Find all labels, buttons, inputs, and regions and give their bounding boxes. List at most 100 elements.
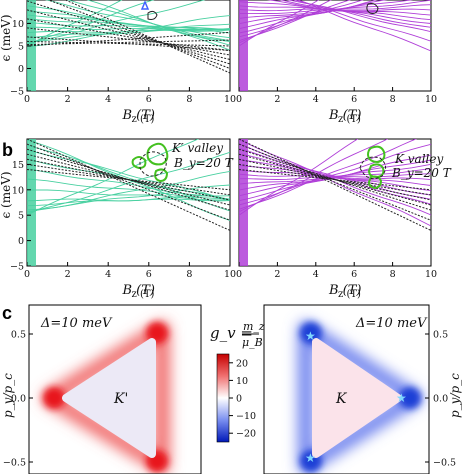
- y-tick-label: 0: [18, 64, 24, 75]
- level-line: [27, 178, 230, 200]
- dense-band: [239, 0, 248, 91]
- fan-group: [239, 139, 431, 266]
- fan-lines: [27, 0, 230, 91]
- field-label: B_y=20 T: [173, 156, 234, 170]
- heatmap-left: Δ=10 meV K' 0.5 0.0 −0.5 p_y/p_c: [1, 304, 202, 474]
- heatmap-interior: [62, 338, 156, 458]
- colorbar-label: g_v =: [210, 324, 253, 342]
- panel-label-b: b: [2, 140, 13, 160]
- dashed-level-line: [239, 139, 431, 231]
- x-tick-label: 4: [105, 269, 111, 280]
- dashed-level-line: [27, 18, 230, 56]
- y-tick-label: 0.5: [11, 330, 26, 341]
- heatmap-interior: [312, 338, 402, 458]
- level-line: [266, 0, 431, 24]
- panel-a-right: [238, 0, 432, 92]
- colorbar-label-num: m_z: [243, 320, 265, 333]
- dashed-level-line: [239, 143, 431, 221]
- colorbar-tick-label: 20: [236, 358, 248, 369]
- x-tick-label: 10: [224, 269, 236, 280]
- level-line: [27, 28, 230, 39]
- x-tick-label: 6: [146, 269, 152, 280]
- panel-a-left: [26, 0, 231, 92]
- x-tick-label: 10: [224, 94, 236, 105]
- y-tick-label: 5: [18, 41, 24, 52]
- heatmap-right: ★ ★ ★ Δ=10 meV K 0.5 0.0 −0.5 p_y/p_c: [263, 304, 462, 474]
- y-axis-label: ϵ (meV): [0, 171, 13, 218]
- level-line: [27, 168, 230, 200]
- level-line: [239, 143, 431, 206]
- y-tick-label: 0.0: [11, 394, 26, 405]
- level-line: [27, 144, 230, 212]
- fan-lines: [239, 0, 431, 91]
- level-line: [27, 10, 230, 39]
- fan-group: [27, 0, 230, 91]
- heatmap-glow: [42, 321, 170, 474]
- inset-contour: [366, 3, 379, 14]
- x-tick-label: 6: [351, 269, 357, 280]
- svg-text:★: ★: [305, 451, 316, 465]
- fan-lines: [27, 139, 230, 266]
- star-marker-icon: ★ ★ ★: [305, 329, 407, 465]
- x-tick-label: 2: [65, 269, 71, 280]
- x-tick-label: 10: [425, 269, 437, 280]
- panel-b-left: K′ valley B_y=20 T: [26, 138, 234, 267]
- fan-group: [239, 0, 431, 91]
- y-tick-label: −0.5: [433, 458, 456, 469]
- level-line: [287, 0, 431, 33]
- x-axis-label-sub: z (T): [132, 114, 155, 125]
- level-line: [239, 1, 431, 21]
- plot-frame: [263, 304, 430, 474]
- dashed-level-line: [27, 148, 230, 211]
- dashed-level-line: [27, 39, 230, 46]
- colorbar-tick-label: −10: [236, 411, 256, 422]
- dashed-level-line: [239, 163, 431, 196]
- heatmap-glow: [298, 321, 422, 474]
- x-tick-label: 2: [65, 94, 71, 105]
- x-tick-label: 6: [351, 94, 357, 105]
- valley-label: K′ valley: [171, 141, 223, 155]
- y-axis-label: ϵ (meV): [0, 14, 13, 61]
- dashed-level-line: [27, 139, 230, 231]
- level-line: [67, 0, 230, 46]
- level-line: [86, 0, 230, 51]
- dense-band: [27, 139, 36, 266]
- y-tick-label: 0.5: [433, 330, 448, 341]
- x-axis-label-sub: z (T): [338, 289, 361, 300]
- dashed-level-line: [27, 27, 230, 51]
- valley-label: K valley: [394, 152, 443, 166]
- valley-label: K: [335, 391, 348, 407]
- plot-frame: [28, 304, 202, 474]
- delta-annotation: Δ=10 meV: [355, 316, 428, 331]
- x-tick-label: 10: [425, 94, 437, 105]
- dense-band: [239, 139, 248, 266]
- fermi-contour-icon: [131, 142, 169, 183]
- colorbar-tick-label: −20: [236, 429, 256, 440]
- x-tick-label: 8: [186, 269, 192, 280]
- colorbar-tick-label: 0: [236, 394, 242, 405]
- y-axis-label: p_y/p_c: [448, 373, 462, 418]
- y-tick-label: 10: [12, 185, 24, 196]
- y-tick-label: 5: [18, 211, 24, 222]
- x-tick-label: 0: [236, 94, 242, 105]
- dashed-level-line: [239, 153, 431, 206]
- dashed-level-line: [27, 143, 230, 221]
- x-axis-label: B (T): [122, 108, 156, 123]
- x-tick-label: 4: [105, 94, 111, 105]
- colorbar-gradient: [216, 353, 230, 443]
- x-tick-label: 0: [236, 269, 242, 280]
- colorbar-tick-label: 10: [236, 376, 248, 387]
- x-tick-label: 6: [146, 94, 152, 105]
- level-line: [27, 151, 230, 214]
- y-tick-label: −0.5: [3, 458, 26, 469]
- svg-text:★: ★: [305, 329, 316, 343]
- svg-text:★: ★: [396, 391, 407, 405]
- x-tick-label: 0: [24, 269, 30, 280]
- x-axis-label: B (T): [122, 283, 156, 298]
- y-tick-label: 15: [12, 160, 24, 171]
- panel-label-c: c: [2, 303, 12, 323]
- level-line: [27, 26, 230, 31]
- colorbar: g_v = m_z μ_B 20 10 0 −10 −20: [210, 320, 265, 443]
- dashed-level-line: [47, 0, 230, 69]
- valley-label: K': [113, 391, 128, 407]
